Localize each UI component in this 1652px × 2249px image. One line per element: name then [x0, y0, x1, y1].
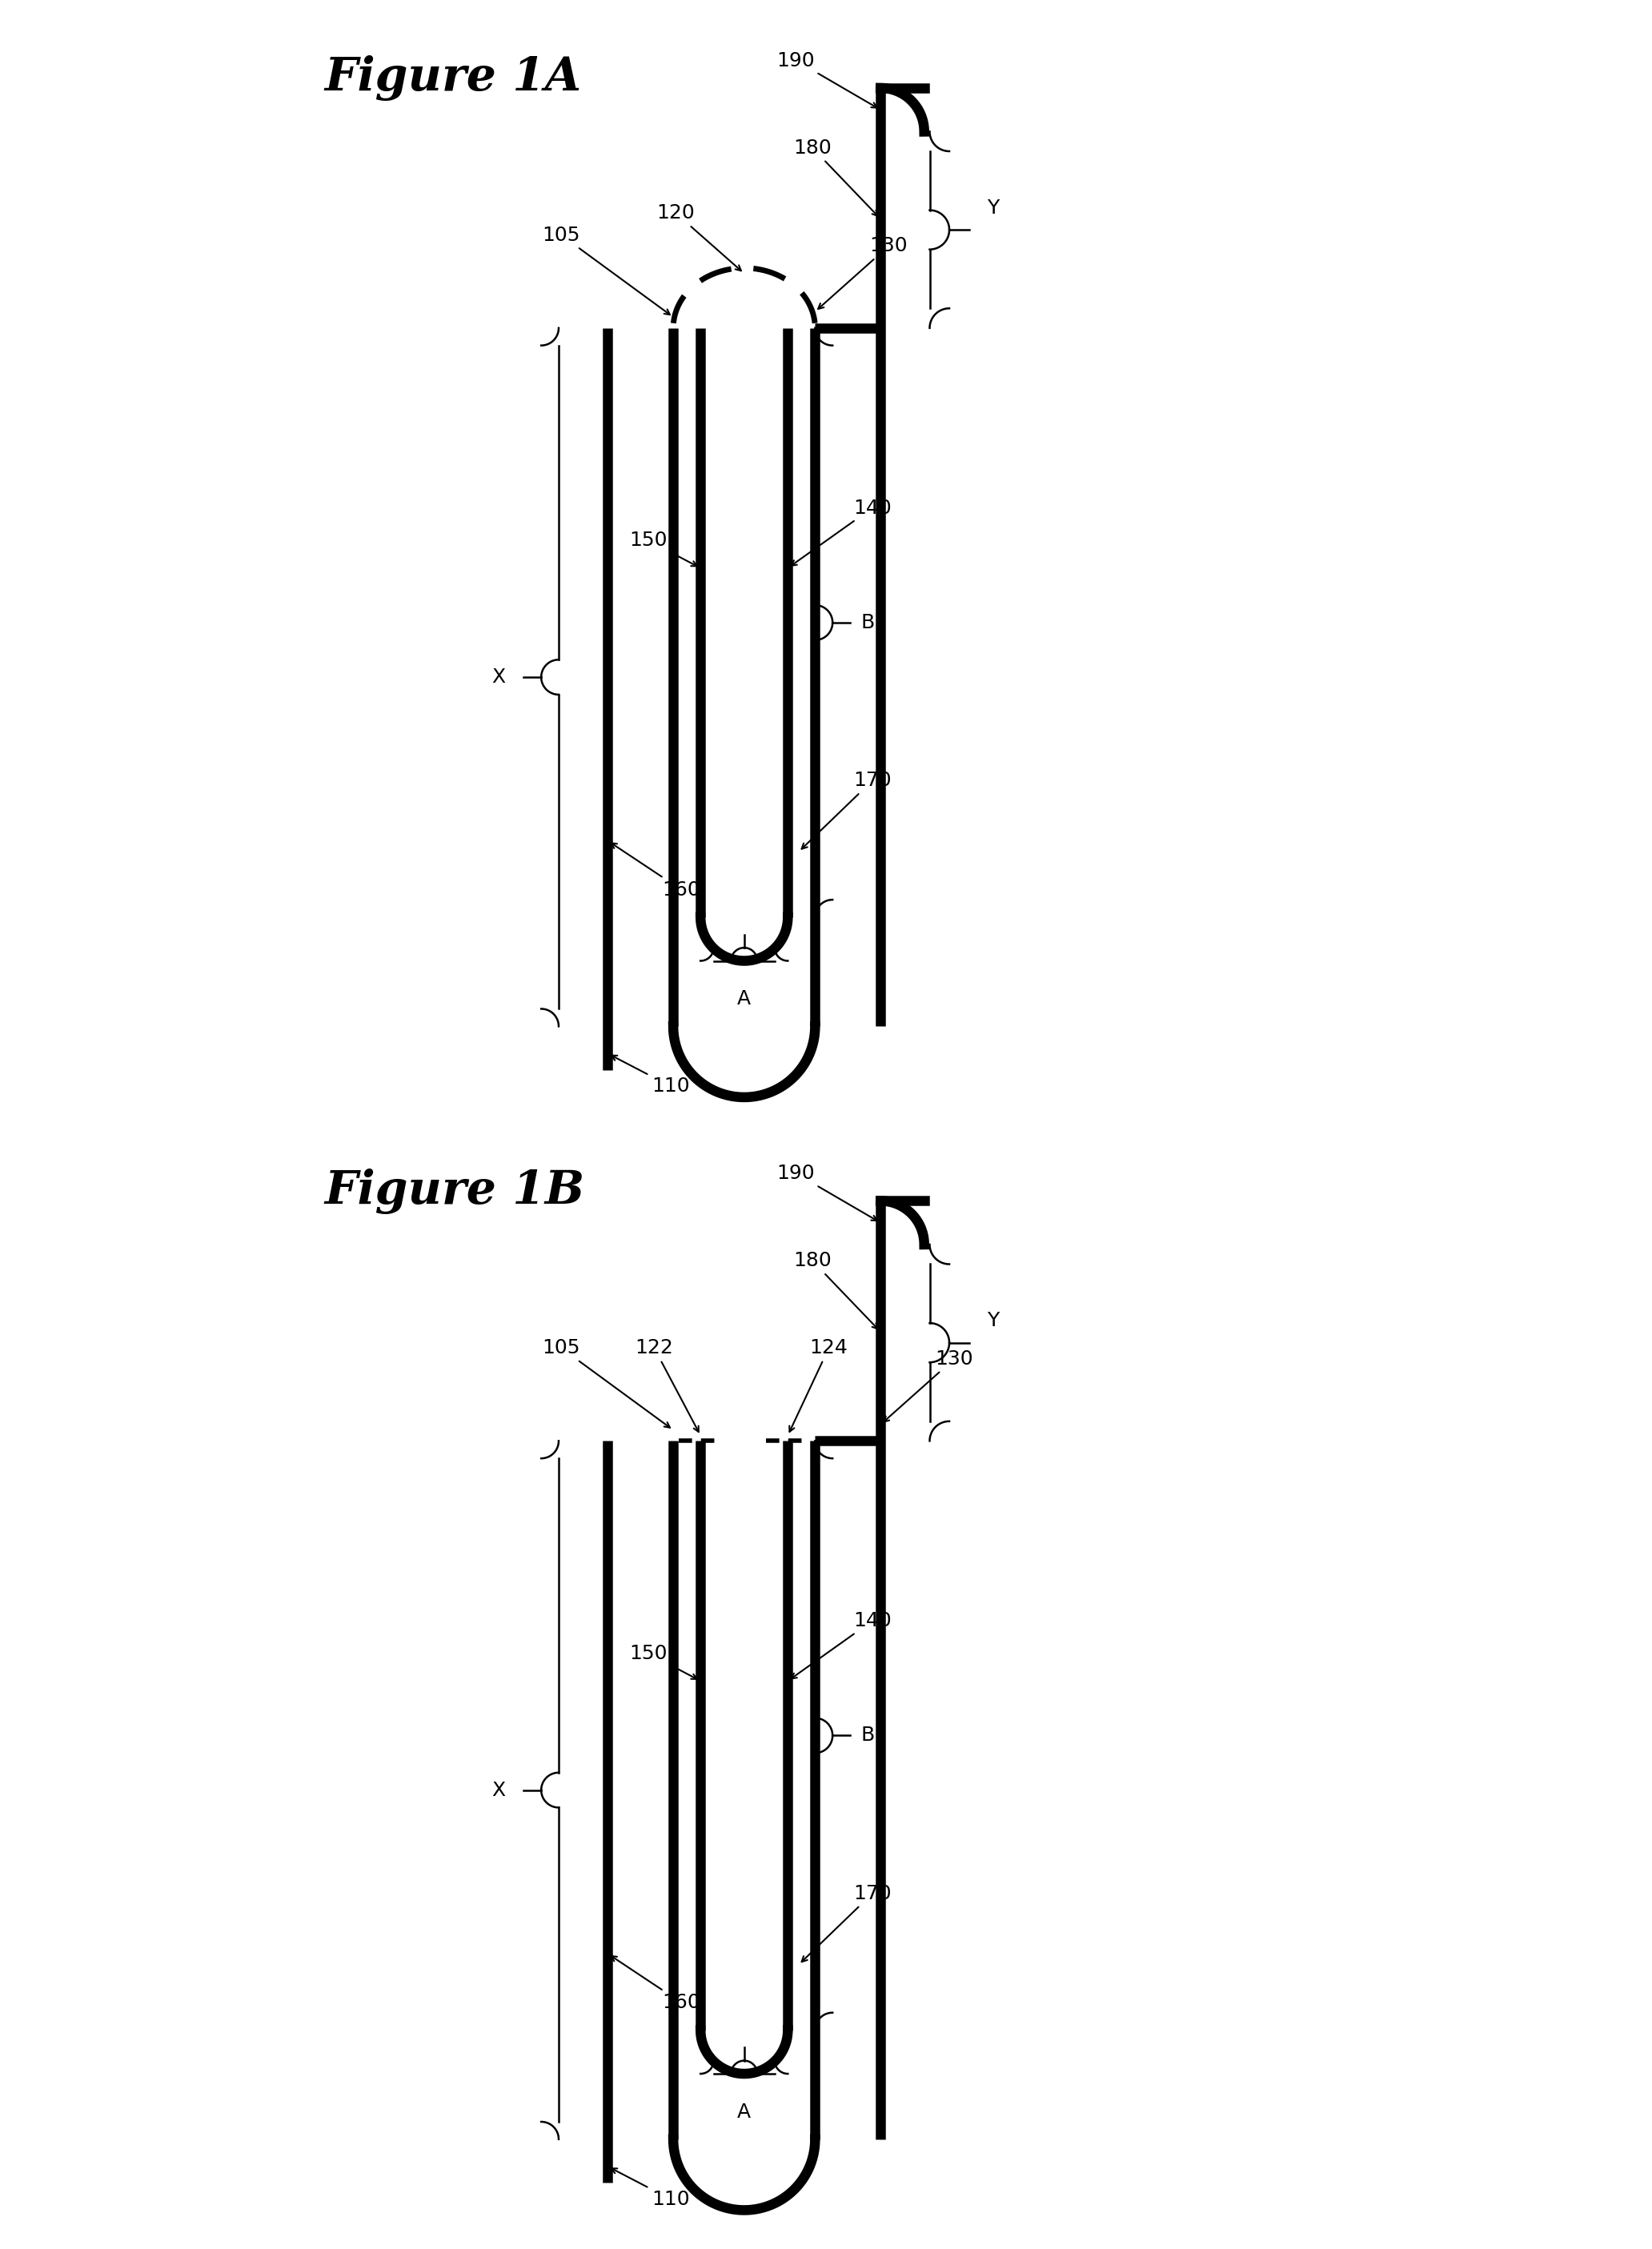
Text: 180: 180 [793, 137, 877, 216]
Text: X: X [492, 1781, 506, 1799]
Text: 105: 105 [542, 1338, 671, 1428]
Text: 130: 130 [884, 1349, 973, 1421]
Text: A: A [737, 2103, 752, 2121]
Text: 180: 180 [793, 1250, 877, 1329]
Text: Figure 1A: Figure 1A [324, 56, 582, 101]
Text: 122: 122 [634, 1338, 699, 1433]
Text: 120: 120 [657, 205, 742, 270]
Text: A: A [737, 990, 752, 1008]
Text: 110: 110 [611, 1055, 689, 1095]
Text: 150: 150 [629, 531, 697, 567]
Text: B: B [861, 614, 874, 632]
Text: 110: 110 [611, 2168, 689, 2209]
Text: 170: 170 [801, 771, 892, 848]
Text: X: X [492, 668, 506, 686]
Text: 190: 190 [776, 1163, 877, 1221]
Text: 160: 160 [611, 843, 700, 900]
Text: 150: 150 [629, 1644, 697, 1680]
Text: Figure 1B: Figure 1B [324, 1167, 585, 1214]
Text: 170: 170 [801, 1885, 892, 1961]
Text: B: B [861, 1725, 874, 1745]
Text: 124: 124 [790, 1338, 847, 1433]
Text: Y: Y [986, 1311, 999, 1331]
Text: Y: Y [986, 198, 999, 218]
Text: 130: 130 [818, 236, 907, 308]
Text: 105: 105 [542, 225, 671, 315]
Text: 140: 140 [791, 1610, 892, 1678]
Text: 160: 160 [611, 1957, 700, 2013]
Text: 190: 190 [776, 52, 877, 108]
Text: 140: 140 [791, 499, 892, 567]
